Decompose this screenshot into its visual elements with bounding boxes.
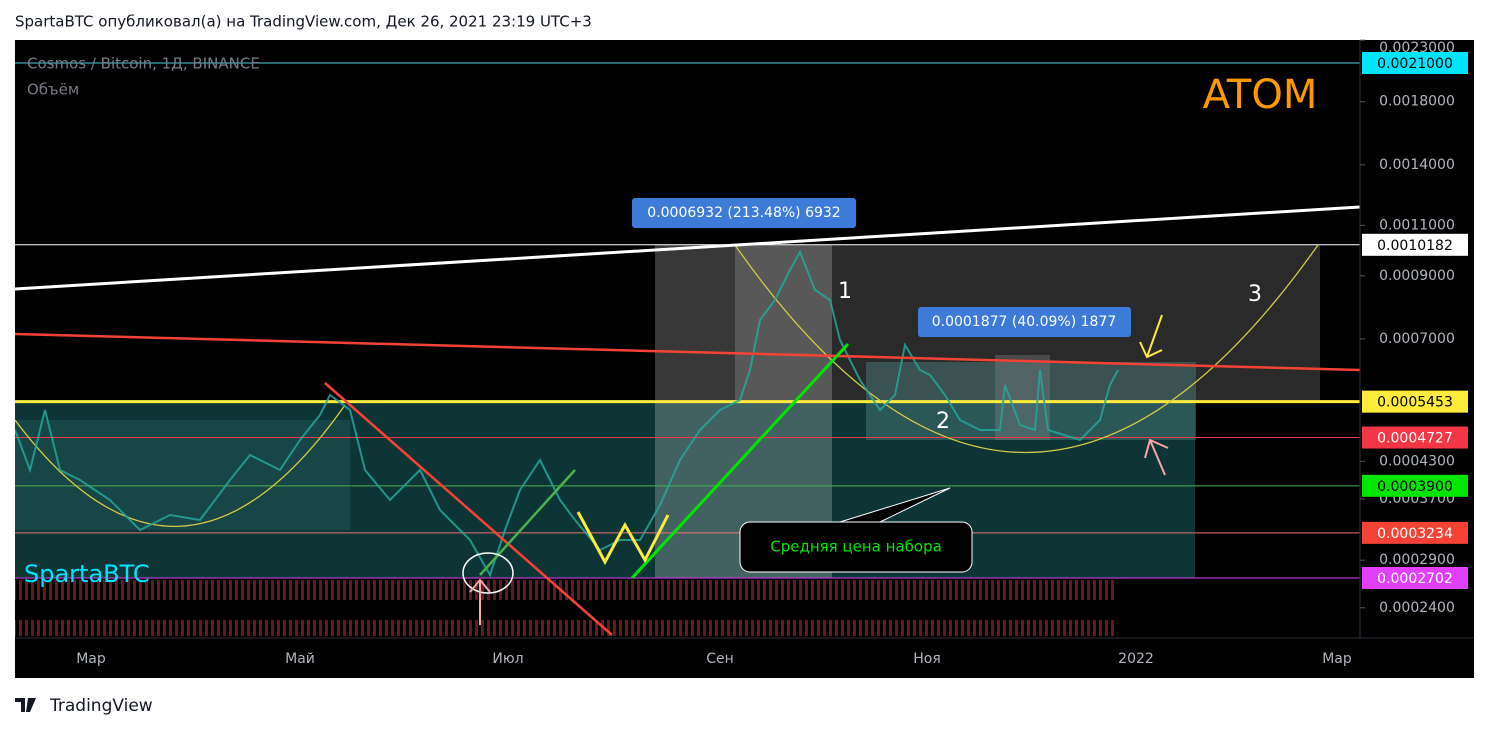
price-tick-label: 0.0002400 [1379,600,1455,616]
time-tick-label: 2022 [1118,651,1154,667]
price-tag-label: 0.0003900 [1377,479,1453,495]
callout-text: Средняя цена набора [770,538,942,556]
logo [15,698,36,712]
time-tick-label: Ноя [913,651,941,667]
annotation: 3 [1248,282,1262,307]
circle [462,552,514,594]
price-path [15,249,1119,578]
price-tag [1362,52,1468,74]
arrow [469,578,491,625]
measure-label-box [632,198,856,228]
footer-brand: TradingView [49,696,153,716]
price-tag [1362,521,1468,544]
annotation: 2 [936,409,950,434]
measure-label-box [918,307,1131,337]
price-tag-label: 0.0021000 [1377,56,1453,72]
price-tag-label: 0.0010182 [1377,238,1453,254]
zone [15,420,350,530]
symbol: Cosmos / Bitcoin, 1Д, BINANCE [27,55,260,73]
arc [15,404,346,528]
price-tag-label: 0.0002702 [1377,571,1453,587]
trend-line [630,342,850,580]
time-tick-label: Май [285,651,315,667]
price-tick-label: 0.0004300 [1379,453,1455,469]
watermark: SpartaBTC [24,560,150,588]
trend-line [15,205,1360,291]
indicator: Объём [27,81,79,99]
price-tick-label: 0.0018000 [1379,94,1455,110]
price-tag [1362,426,1468,449]
price-tag-label: 0.0003234 [1377,526,1453,542]
price-tag [1362,474,1468,497]
time-tick-label: Сен [706,651,734,667]
arrow [1144,438,1169,476]
price-tag [1362,567,1468,589]
time-tick-label: Июл [492,651,523,667]
trend-line [324,382,613,636]
price-tick-label: 0.0009000 [1379,268,1455,284]
callout-box [739,521,973,573]
price-tag-label: 0.0005453 [1377,395,1453,411]
arrow [1139,314,1163,359]
price-tag [1362,233,1468,256]
chart-panel: Средняя цена набора 0.0006932 (213.48%) … [15,39,1474,678]
annotation: 1 [838,279,852,304]
time-tick-label: Мар [1322,651,1352,667]
measure-label: 0.0001877 (40.09%) 1877 [932,314,1117,330]
ticker-label: ATOM [1203,72,1318,118]
price-tick-label: 0.0007000 [1379,331,1455,347]
price-tick-label: 0.0002900 [1379,552,1455,568]
measure-label: 0.0006932 (213.48%) 6932 [647,205,840,221]
trend-line [15,332,1360,372]
w-pattern [576,511,670,566]
price-tag-label: 0.0004727 [1377,431,1453,447]
arc [734,244,1319,454]
price-tag [1362,390,1468,413]
time-tick-label: Мар [76,651,106,667]
trend-line [479,469,576,576]
price-tick-label: 0.0014000 [1379,157,1455,173]
price-tick-label: 0.0011000 [1379,217,1455,233]
volume [15,580,1115,636]
header: SpartaBTC опубликовал(а) на TradingView.… [15,13,592,31]
